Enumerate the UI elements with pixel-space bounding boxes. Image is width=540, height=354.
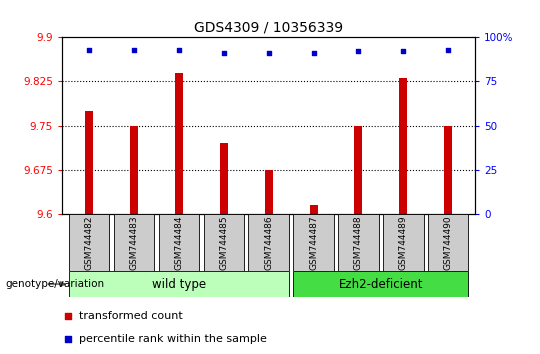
Point (321, 11, 329, 17)
Point (265, 50, 273, 56)
Point (219, 50, 228, 56)
Point (85, 47, 93, 52)
Text: genotype/variation: genotype/variation (5, 279, 105, 289)
Text: wild type: wild type (152, 278, 206, 291)
Bar (399, 79, 407, 214)
Point (444, 47, 453, 52)
Text: GSM744483: GSM744483 (130, 215, 138, 270)
Bar (265, 170, 273, 214)
Bar (354, 126, 362, 214)
Text: GSM744484: GSM744484 (174, 215, 184, 270)
Point (130, 47, 138, 52)
Bar (338, 214, 379, 271)
Bar (159, 214, 199, 271)
Point (399, 48, 408, 54)
Text: Ezh2-deficient: Ezh2-deficient (339, 278, 423, 291)
Title: GDS4309 / 10356339: GDS4309 / 10356339 (194, 21, 343, 35)
Bar (383, 214, 423, 271)
Text: GSM744486: GSM744486 (264, 215, 273, 270)
Point (309, 50, 318, 56)
Bar (444, 126, 453, 214)
Bar (428, 214, 469, 271)
Point (354, 48, 363, 54)
Bar (309, 205, 318, 214)
Text: GSM744487: GSM744487 (309, 215, 318, 270)
Text: GSM744482: GSM744482 (85, 215, 93, 270)
Bar (69, 214, 109, 271)
Bar (248, 214, 289, 271)
Text: GSM744490: GSM744490 (444, 215, 453, 270)
Text: GSM744489: GSM744489 (399, 215, 408, 270)
Text: GSM744488: GSM744488 (354, 215, 363, 270)
Text: percentile rank within the sample: percentile rank within the sample (79, 334, 267, 344)
Point (321, 220, 329, 226)
Bar (175, 73, 183, 214)
Text: GSM744485: GSM744485 (219, 215, 228, 270)
Bar (220, 143, 228, 214)
Bar (130, 126, 138, 214)
Bar (69, 271, 289, 297)
Bar (293, 214, 334, 271)
Point (174, 47, 183, 52)
Bar (114, 214, 154, 271)
Text: transformed count: transformed count (79, 311, 183, 321)
Bar (204, 214, 244, 271)
Bar (293, 271, 469, 297)
Bar (85, 111, 93, 214)
